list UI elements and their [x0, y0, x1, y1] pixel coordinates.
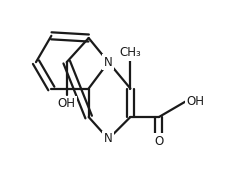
Text: OH: OH	[57, 97, 75, 110]
Text: OH: OH	[185, 95, 203, 108]
Text: CH₃: CH₃	[119, 46, 141, 59]
Text: O: O	[154, 135, 163, 148]
Text: N: N	[104, 133, 112, 145]
Text: N: N	[104, 56, 112, 69]
